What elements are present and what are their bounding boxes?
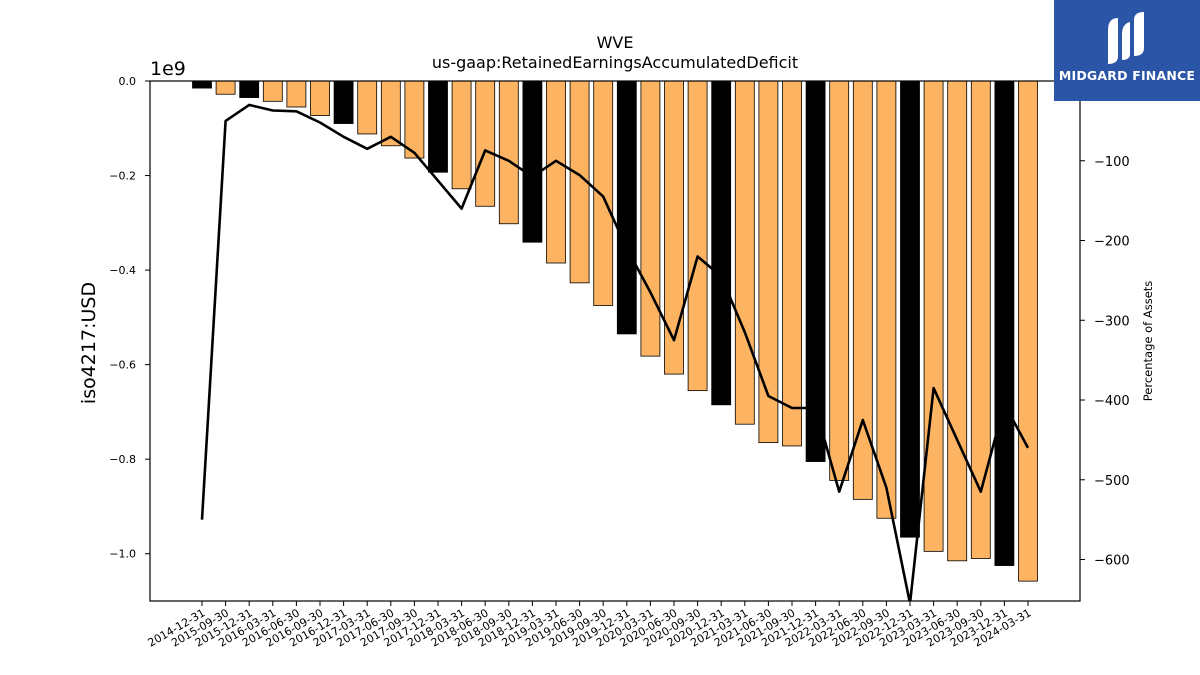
bar-2017-09-30: [404, 80, 425, 159]
bar-2018-06-30: [475, 80, 496, 207]
y-axis-ticks: 0.0 −0.2 −0.4 −0.6 −0.8 −1.0: [109, 75, 150, 561]
bar-2020-09-30: [687, 80, 708, 392]
x-axis-ticks: 2014-12-312015-09-302015-12-312016-03-31…: [146, 601, 1034, 650]
y-tick-label: −0.6: [109, 359, 136, 372]
bar-2019-03-31: [546, 80, 566, 264]
bar-2016-09-30: [310, 80, 330, 116]
bar-2022-03-31: [829, 80, 850, 481]
bar-2018-03-31: [451, 80, 472, 190]
y-tick-label: −0.8: [109, 453, 136, 466]
y2-tick-label: −600: [1094, 554, 1130, 569]
bar-2023-03-31: [923, 80, 944, 552]
bars-layer: [192, 80, 1038, 582]
bar-2023-06-30: [947, 80, 968, 562]
bar-2022-09-30: [876, 80, 897, 519]
bar-2019-09-30: [593, 80, 614, 306]
line-layer: [200, 103, 1030, 601]
bar-2018-09-30: [498, 80, 519, 225]
y2-tick-label: −300: [1094, 314, 1130, 329]
brand-mark-icon: [1108, 12, 1144, 64]
bar-2014-12-31: [192, 80, 212, 89]
y-tick-label: −1.0: [109, 548, 136, 561]
bar-2021-12-31: [805, 80, 826, 462]
bar-2021-06-30: [758, 80, 779, 444]
bar-2019-12-31: [616, 80, 637, 335]
brand-logo: MIDGARD FINANCE: [1054, 0, 1200, 101]
bar-2017-03-31: [357, 80, 378, 135]
bar-2022-12-31: [900, 80, 920, 538]
y-tick-label: −0.2: [109, 170, 136, 183]
y2-axis-ticks: −100 −200 −300 −400 −500 −600: [1080, 155, 1130, 569]
plot-frame: [149, 80, 1081, 602]
bar-2016-06-30: [286, 80, 307, 108]
bar-2016-12-31: [333, 80, 354, 124]
y2-tick-label: −500: [1094, 474, 1130, 489]
y2-axis-label: Percentage of Assets: [1141, 281, 1155, 402]
bar-2020-03-31: [640, 80, 661, 357]
y-tick-label: −0.4: [109, 264, 136, 277]
y2-tick-label: −100: [1094, 155, 1130, 170]
bar-2015-12-31: [239, 80, 260, 98]
y2-tick-label: −200: [1094, 235, 1130, 250]
bar-2016-03-31: [262, 80, 283, 102]
chart-subtitle: us-gaap:RetainedEarningsAccumulatedDefic…: [432, 53, 798, 72]
bar-2018-12-31: [522, 80, 543, 243]
y-scale-label: 1e9: [150, 58, 186, 80]
bar-2015-09-30: [215, 80, 236, 95]
bar-2021-09-30: [782, 80, 802, 447]
bar-2021-03-31: [734, 80, 755, 425]
bar-2020-12-31: [711, 80, 732, 406]
percentage-of-assets-line: [200, 103, 1030, 601]
bar-2023-12-31: [994, 80, 1015, 566]
bar-2017-12-31: [428, 80, 448, 173]
chart-title: WVE: [597, 33, 634, 52]
brand-name: MIDGARD FINANCE: [1058, 68, 1196, 83]
y-tick-label: 0.0: [119, 75, 137, 88]
y2-tick-label: −400: [1094, 394, 1130, 409]
y-axis-label: iso4217:USD: [78, 282, 100, 404]
bar-2024-03-31: [1018, 80, 1038, 582]
bar-2020-06-30: [664, 80, 684, 375]
